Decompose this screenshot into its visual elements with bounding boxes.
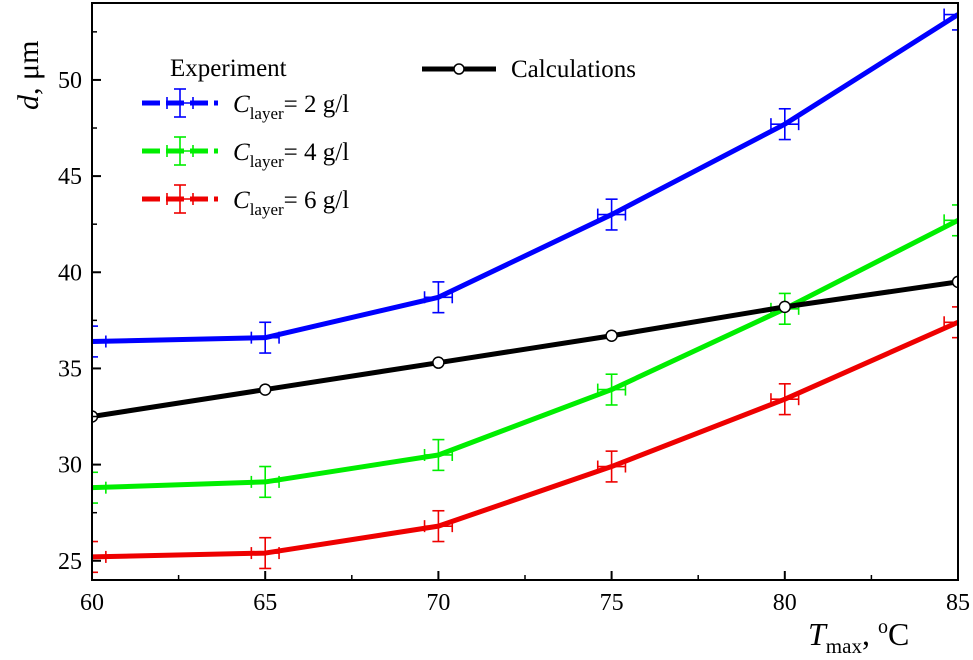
data-point xyxy=(596,198,627,231)
data-point xyxy=(423,281,454,314)
plot-frame xyxy=(91,2,959,581)
x-axis-unit-prefix: , xyxy=(862,616,878,652)
ticks-layer: 60 65 70 75 80 85 25 30 35 40 45 50 xyxy=(58,31,970,616)
data-point xyxy=(778,300,792,314)
x-tick-label: 60 xyxy=(80,590,104,616)
y-axis-label: d, μm xyxy=(12,41,45,110)
x-tick-label: 70 xyxy=(426,590,450,616)
data-point xyxy=(943,306,958,339)
data-point xyxy=(951,275,958,289)
data-point xyxy=(250,465,280,499)
data-point xyxy=(423,438,454,472)
series-line-0 xyxy=(92,12,958,345)
data-point xyxy=(250,536,280,570)
y-tick-label: 45 xyxy=(58,164,82,190)
y-tick-label: 25 xyxy=(58,549,82,575)
legend-label: Clayer= 6 g/l xyxy=(233,187,349,219)
y-axis-symbol: d xyxy=(12,94,45,110)
legend-label: Clayer= 2 g/l xyxy=(233,91,349,123)
data-point xyxy=(92,325,107,358)
y-axis-unit: , μm xyxy=(12,41,45,95)
legend-marker-calculations xyxy=(453,63,465,75)
series-line-2 xyxy=(92,319,958,560)
series-layer xyxy=(92,3,958,574)
y-tick-label: 50 xyxy=(58,68,82,94)
x-axis-label: Tmax, oC xyxy=(808,616,909,658)
x-tick-label: 80 xyxy=(773,590,797,616)
data-point xyxy=(770,383,800,416)
y-tick-label: 35 xyxy=(58,356,82,382)
legend-title-experiment: Experiment xyxy=(170,55,287,82)
x-tick-label: 75 xyxy=(600,590,624,616)
x-axis-symbol: T xyxy=(808,616,828,652)
x-axis-subscript: max xyxy=(826,634,863,658)
data-point xyxy=(92,540,107,574)
data-point xyxy=(596,450,627,483)
data-point xyxy=(605,329,618,342)
data-point xyxy=(596,373,627,406)
data-point xyxy=(92,471,107,504)
data-point xyxy=(432,356,445,369)
legend-label: Clayer= 4 g/l xyxy=(233,139,349,171)
series-line-3 xyxy=(92,279,958,419)
x-axis-unit: C xyxy=(888,616,909,652)
data-point xyxy=(943,204,958,237)
x-axis-unit-sup: o xyxy=(878,616,888,638)
legend: Experiment Clayer= 2 g/l Clayer= 4 g/l Cla… xyxy=(142,55,636,219)
x-tick-label: 65 xyxy=(253,590,277,616)
legend-label-calculations: Calculations xyxy=(511,56,636,83)
data-point xyxy=(943,3,958,31)
data-point xyxy=(258,383,272,396)
data-point xyxy=(423,509,454,543)
data-point xyxy=(250,321,280,354)
y-tick-label: 30 xyxy=(58,453,82,479)
x-tick-label: 85 xyxy=(946,590,970,616)
series-line-1 xyxy=(92,218,958,491)
y-tick-label: 40 xyxy=(58,260,82,286)
data-point xyxy=(770,107,800,141)
